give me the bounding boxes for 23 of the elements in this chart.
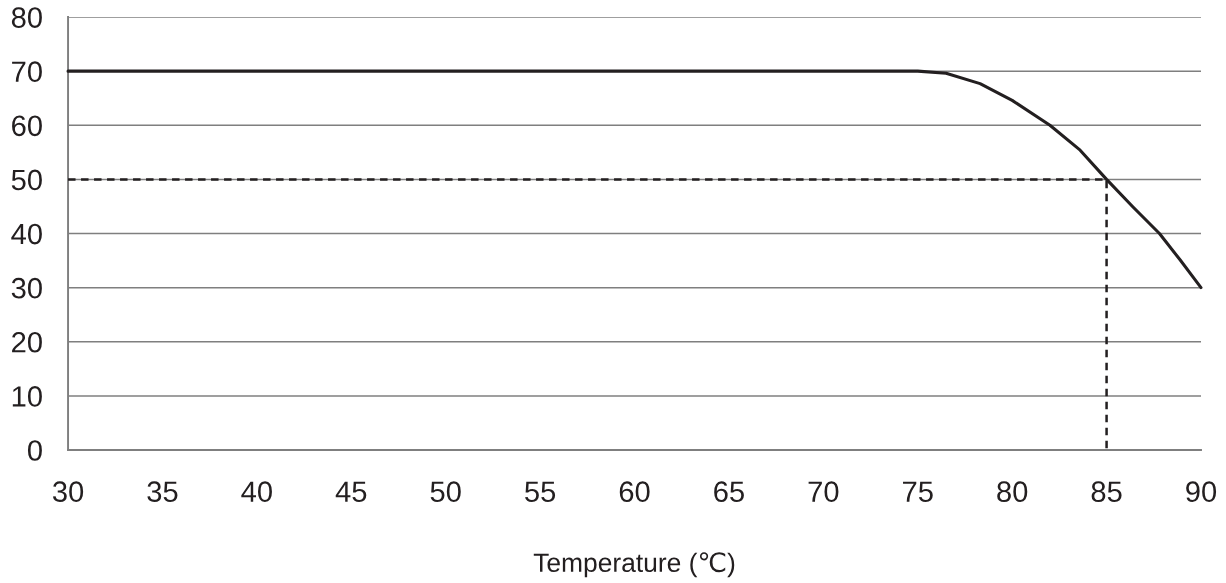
x-tick-label: 75 [903,481,933,502]
y-tick-label: 30 [11,277,42,299]
x-tick-label: 30 [52,481,84,502]
y-tick-label: 20 [12,331,42,353]
x-tick-label: 65 [714,481,744,502]
y-tick-label: 0 [27,440,42,461]
x-tick-label: 70 [808,481,839,502]
y-tick-label: 70 [12,61,42,82]
x-tick-label: 60 [619,481,650,502]
y-tick-label: 80 [11,7,42,28]
x-tick-label: 35 [147,481,178,502]
x-tick-label: 85 [1091,481,1122,502]
y-tick-label: 10 [12,386,42,407]
y-tick-label: 60 [12,115,42,137]
x-axis-title: Temperature (℃) [533,552,735,578]
y-tick-label: 50 [11,169,42,191]
x-tick-label: 55 [525,481,556,502]
x-tick-label: 45 [335,481,367,502]
x-tick-label: 80 [997,481,1028,502]
x-tick-label: 90 [1186,481,1217,502]
x-tick-label: 50 [430,481,461,502]
y-tick-label: 40 [11,223,42,245]
x-tick-label: 40 [241,481,272,502]
